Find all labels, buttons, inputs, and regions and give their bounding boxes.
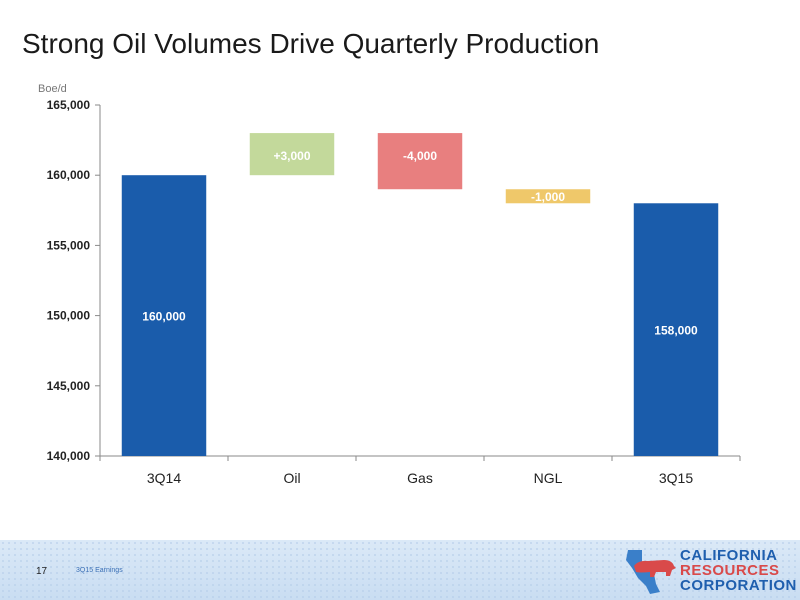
page-title: Strong Oil Volumes Drive Quarterly Produ… [22, 28, 600, 59]
x-tick-label: Oil [283, 470, 300, 486]
company-logo: CALIFORNIA RESOURCES CORPORATION [620, 548, 797, 596]
bar-ngl [505, 189, 591, 204]
y-tick-label: 160,000 [47, 168, 91, 182]
bar-3q14 [121, 175, 207, 456]
y-tick-label: 145,000 [47, 379, 91, 393]
bar-3q15 [633, 203, 719, 456]
data-label-3q14: 160,000 [142, 310, 186, 324]
page-number: 17 [36, 566, 48, 577]
bar-oil [249, 133, 335, 176]
logo-text: CALIFORNIA RESOURCES CORPORATION [680, 548, 797, 593]
data-label-3q15: 158,000 [654, 324, 698, 338]
logo-line-3: CORPORATION [680, 577, 797, 594]
y-tick-label: 150,000 [47, 309, 91, 323]
waterfall-chart: Boe/d 140,000 145,000 150,000 155,000 160,00… [38, 83, 741, 486]
x-tick-label: 3Q15 [659, 470, 693, 486]
chart-axes: 140,000 145,000 150,000 155,000 160,000 165,0… [47, 98, 741, 486]
y-tick-label: 165,000 [47, 98, 91, 112]
footer-label: 3Q15 Earnings [76, 567, 123, 574]
data-label-gas: -4,000 [403, 149, 437, 163]
x-tick-label: Gas [407, 470, 433, 486]
logo-line-1: CALIFORNIA [680, 547, 778, 564]
data-label-ngl: -1,000 [531, 190, 565, 204]
y-axis-label: Boe/d [38, 83, 67, 95]
chart-labels: 160,000 +3,000 -4,000 -1,000 158,000 [142, 149, 698, 338]
california-bear-icon [626, 550, 676, 594]
logo-line-2: RESOURCES [680, 562, 780, 579]
x-tick-label: 3Q14 [147, 470, 181, 486]
y-tick-label: 155,000 [47, 238, 91, 252]
x-tick-label: NGL [534, 470, 563, 486]
data-label-oil: +3,000 [273, 149, 310, 163]
chart-bars [121, 133, 719, 456]
y-tick-label: 140,000 [47, 449, 91, 463]
bar-gas [377, 133, 463, 190]
